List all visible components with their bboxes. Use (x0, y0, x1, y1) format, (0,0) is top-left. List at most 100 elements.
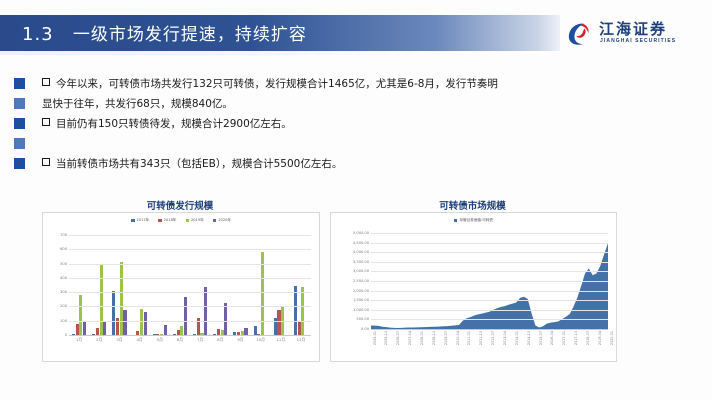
bullet-square-icon (14, 158, 25, 169)
logo-english-name: JIANGHAI SECURITIES (600, 38, 677, 44)
gridline (69, 277, 311, 279)
y-axis-tick-label: 0 (64, 333, 67, 337)
x-axis-tick-label: 5月 (156, 337, 163, 342)
bar-group: 6月 (170, 235, 190, 342)
bar-group: 2月 (89, 235, 109, 342)
bullet-text-2: 目前仍有150只转债待发，规模合计2900亿左右。 (42, 116, 614, 133)
bar (136, 330, 140, 335)
y-axis-tick-label: 3,500.00 (352, 259, 369, 264)
x-axis-tick-label: 2015-07 (538, 331, 543, 346)
bar (273, 317, 277, 335)
y-axis-tick-label: 400 (60, 275, 67, 280)
gridline (371, 290, 608, 292)
legend-label: 存管证券面值:可转债 (459, 218, 494, 222)
section-number: 1.3 (22, 24, 54, 45)
bar (301, 286, 305, 335)
bullet-1-line-1: 今年以来，可转债市场共发行132只可转债，发行规模合计1465亿，尤其是6-8月… (56, 78, 498, 90)
x-axis-tick-label: 12月 (296, 337, 306, 342)
gridline (371, 300, 608, 302)
legend-item: 2019年 (185, 218, 204, 223)
x-axis-tick-label: 2017-01 (562, 331, 567, 346)
gridline (371, 281, 608, 282)
bullet-square-icon (14, 78, 25, 89)
legend-swatch (158, 218, 162, 223)
bar-group: 4月 (130, 235, 150, 342)
bar (83, 321, 87, 335)
bar-group: 9月 (230, 235, 250, 342)
legend-label: 2020年 (218, 218, 231, 222)
x-axis-line (69, 335, 311, 336)
bar (116, 318, 120, 335)
x-axis-tick-label: 6月 (176, 337, 184, 342)
x-axis-tick-label: 2005-01 (372, 331, 377, 346)
x-axis-tick-label: 2007-04 (408, 331, 413, 346)
y-axis-tick-label: 600 (60, 247, 67, 252)
x-axis-tick-label: 2011-10 (479, 331, 484, 346)
bar-group: 3月 (109, 235, 129, 342)
bar (163, 325, 167, 335)
left-chart-title: 可转债发行规模 (146, 201, 214, 212)
x-axis-tick-label: 2019-04 (597, 331, 602, 346)
bullet-item-2: 目前仍有150只转债待发，规模合计2900亿左右。 (14, 116, 614, 134)
bar (233, 331, 237, 335)
bar (172, 333, 176, 335)
gridline (69, 306, 311, 308)
bar (180, 326, 184, 335)
bar-chart-plot-area: 1月 2月 3月 4月 5月 6月 7月 8月 9月 10月 11月 12月 0 100 200 300 40… (60, 233, 311, 342)
gridline (69, 235, 311, 236)
x-axis-tick-label: 2011-01 (467, 331, 472, 346)
bar (152, 334, 156, 335)
hollow-square-icon (42, 117, 50, 126)
area-chart-panel: 存管证券面值:可转债 0.00 500.00 1,000.00 1,500.00 2,0… (330, 212, 617, 362)
legend-item: 存管证券面值:可转债 (453, 218, 494, 223)
y-axis-tick-label: 2,000.00 (352, 288, 369, 293)
x-axis-tick-label: 1月 (75, 337, 83, 342)
bar (220, 329, 224, 335)
bullet-square-icon (14, 138, 25, 149)
x-axis-tick-label: 11月 (276, 337, 286, 342)
bar (216, 328, 220, 335)
x-axis-tick-label: 2010-04 (455, 331, 460, 346)
y-axis-tick-label: 5,000.00 (352, 231, 369, 235)
bar (257, 334, 261, 335)
page-title: 1.3 一级市场发行提速，持续扩容 (22, 20, 307, 45)
bar (79, 295, 83, 335)
y-axis-tick-label: 0.00 (360, 327, 369, 331)
bar (224, 303, 228, 335)
area-series (371, 242, 608, 329)
legend-swatch (212, 218, 217, 223)
bullet-item-3: 当前转债市场共有343只（包括EB），规模合计5500亿左右。 (14, 156, 614, 174)
bar (139, 308, 143, 335)
legend-swatch (453, 218, 458, 223)
x-axis-tick-label: 2008-01 (420, 331, 424, 346)
x-axis-tick-label: 2016-04 (550, 331, 555, 346)
x-axis-tick-label: 2017-10 (574, 331, 579, 346)
bar (237, 332, 241, 335)
bar (260, 252, 265, 335)
hollow-square-icon (42, 157, 50, 166)
bar (160, 333, 164, 335)
x-axis-tick-label: 2009-07 (443, 331, 448, 346)
bar (277, 310, 281, 335)
y-axis-tick-label: 3,000.00 (352, 269, 369, 274)
bar (156, 333, 160, 335)
legend-item: 2018年 (158, 218, 177, 223)
x-axis-tick-label: 2005-10 (384, 331, 389, 346)
legend-swatch (185, 218, 189, 223)
bar-group: 10月 (251, 235, 271, 342)
bar-chart-legend: 2017年 2018年 2019年 2020年 (43, 218, 319, 223)
x-axis-tick-label: 10月 (256, 337, 265, 342)
legend-item: 2020年 (212, 218, 231, 223)
bar (176, 329, 180, 335)
bullet-text-3: 当前转债市场共有343只（包括EB），规模合计5500亿左右。 (42, 156, 614, 173)
legend-label: 2019年 (191, 218, 204, 222)
x-axis-tick-label: 2008-10 (431, 331, 436, 346)
gridline (371, 271, 608, 273)
jianghai-swoosh-logo (566, 21, 594, 47)
bar (123, 310, 127, 335)
bullet-item-spacer (14, 136, 614, 154)
bar (196, 317, 200, 335)
bullet-text-1: 今年以来，可转债市场共发行132只可转债，发行规模合计1465亿，尤其是6-8月… (42, 76, 614, 93)
legend-item: 2017年 (131, 218, 149, 223)
bar (253, 326, 257, 335)
